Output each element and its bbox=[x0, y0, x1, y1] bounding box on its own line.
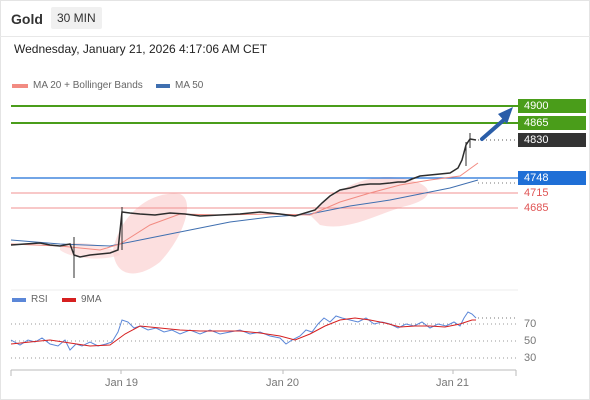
legend-ma20-label: MA 20 + Bollinger Bands bbox=[33, 80, 143, 91]
legend-9ma-label: 9MA bbox=[81, 294, 102, 305]
bollinger-band-area-2 bbox=[310, 177, 429, 227]
projection-arrow-head bbox=[498, 107, 513, 124]
legend-ma50-swatch bbox=[156, 83, 170, 88]
legend-ma20: MA 20 + Bollinger Bands bbox=[12, 80, 143, 91]
chart-datetime: Wednesday, January 21, 2026 4:17:06 AM C… bbox=[14, 42, 268, 56]
legend-9ma: 9MA bbox=[62, 294, 102, 305]
legend-ma20-swatch bbox=[12, 83, 28, 88]
bollinger-band-area bbox=[113, 193, 188, 274]
current-price-tag: 4830 bbox=[518, 133, 586, 147]
legend-ma50-label: MA 50 bbox=[175, 80, 204, 91]
legend-rsi-label: RSI bbox=[31, 294, 48, 305]
x-label-jan20: Jan 20 bbox=[266, 377, 300, 389]
rsi-label-50: 50 bbox=[524, 335, 537, 347]
price-candles bbox=[10, 133, 477, 278]
rsi-label-30: 30 bbox=[524, 352, 537, 364]
legend-rsi: RSI bbox=[12, 294, 48, 305]
x-label-jan21: Jan 21 bbox=[436, 377, 470, 389]
timeframe-badge[interactable]: 30 MIN bbox=[51, 7, 102, 29]
header-bar: Gold 30 MIN bbox=[0, 0, 590, 37]
legend-ma50: MA 50 bbox=[156, 80, 203, 91]
rsi-label-70: 70 bbox=[524, 318, 537, 330]
legend-9ma-swatch bbox=[62, 297, 76, 302]
support-label-1: 4715 bbox=[524, 187, 549, 199]
instrument-title: Gold bbox=[11, 11, 43, 27]
ma20-line bbox=[10, 162, 479, 251]
support-label-2: 4685 bbox=[524, 202, 549, 214]
ma50-line bbox=[10, 179, 479, 247]
projection-arrow-line bbox=[480, 116, 508, 141]
legend-rsi-swatch bbox=[12, 297, 26, 302]
rsi-9ma-line bbox=[10, 317, 476, 347]
resistance-tag-1: 4900 bbox=[518, 99, 586, 113]
x-label-jan19: Jan 19 bbox=[105, 377, 139, 389]
pivot-tag: 4748 bbox=[518, 171, 586, 185]
resistance-tag-2: 4865 bbox=[518, 116, 586, 130]
